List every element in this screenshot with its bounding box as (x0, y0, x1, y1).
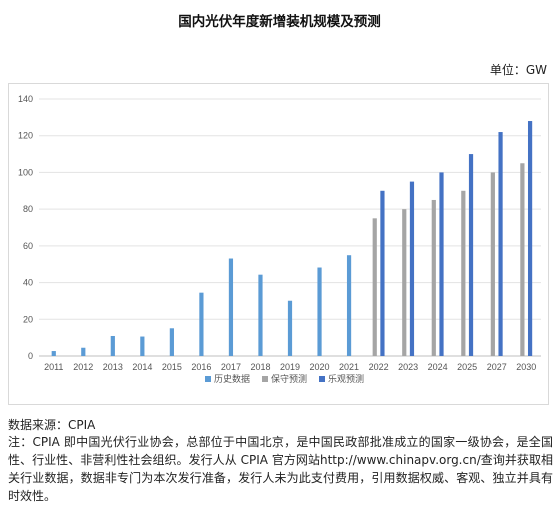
y-tick-label: 100 (18, 167, 33, 177)
legend-swatch (205, 376, 211, 382)
x-tick-label: 2020 (310, 362, 330, 372)
x-tick-label: 2012 (73, 362, 93, 372)
bar-history (199, 292, 204, 356)
bar-conservative (431, 199, 436, 356)
bar-optimistic (498, 132, 503, 356)
x-tick-label: 2030 (516, 362, 536, 372)
bar-optimistic (527, 121, 533, 357)
y-tick-label: 120 (18, 131, 33, 141)
x-tick-label: 2017 (221, 362, 241, 372)
bar-history (51, 351, 56, 356)
x-tick-label: 2015 (162, 362, 182, 372)
bar-history (317, 267, 322, 356)
y-tick-label: 0 (28, 351, 33, 361)
legend-label: 保守预测 (271, 373, 307, 385)
x-tick-label: 2023 (398, 362, 418, 372)
chart-frame: 0 20 40 60 80 100 120 140 2011 2012 2013 2014 2015 20… (8, 83, 549, 405)
bar-history (258, 274, 263, 356)
bar-history (81, 347, 86, 356)
bar-optimistic (380, 190, 385, 356)
y-tick-label: 140 (18, 94, 33, 104)
bar-conservative (402, 209, 407, 356)
bar-history (140, 336, 145, 356)
footnote: 注：CPIA 即中国光伏行业协会，总部位于中国北京，是中国民政部批准成立的国家一… (8, 435, 553, 503)
bar-history (346, 255, 352, 356)
x-tick-label: 2024 (428, 362, 448, 372)
bar-optimistic (468, 154, 474, 356)
legend-label: 历史数据 (214, 373, 250, 385)
y-tick-label: 20 (23, 314, 33, 324)
legend-swatch (319, 376, 325, 382)
bar-chart: 0 20 40 60 80 100 120 140 2011 2012 2013 2014 2015 20… (18, 94, 541, 385)
x-tick-label: 2022 (369, 362, 389, 372)
x-tick-label: 2019 (280, 362, 300, 372)
y-tick-label: 40 (23, 278, 33, 288)
bar-history (169, 328, 174, 356)
legend-label: 乐观预测 (328, 373, 364, 385)
x-tick-label: 2025 (457, 362, 477, 372)
x-tick-label: 2016 (191, 362, 211, 372)
bar-optimistic (439, 172, 444, 356)
x-tick-label: 2013 (103, 362, 123, 372)
bar-history (228, 258, 234, 356)
bar-history (287, 300, 293, 356)
legend-swatch (262, 376, 268, 382)
x-tick-label: 2018 (250, 362, 270, 372)
bar-conservative (372, 218, 377, 356)
x-tick-label: 2014 (132, 362, 152, 372)
chart-title: 国内光伏年度新增装机规模及预测 (178, 14, 381, 30)
y-tick-label: 80 (23, 204, 33, 214)
bar-conservative (461, 190, 466, 356)
x-tick-label: 2011 (44, 362, 63, 372)
bar-conservative (520, 163, 525, 356)
bar-optimistic (409, 181, 415, 356)
data-source: 数据来源：CPIA (8, 418, 96, 432)
x-tick-label: 2021 (339, 362, 359, 372)
bar-conservative (490, 172, 495, 356)
x-tick-label: 2027 (487, 362, 507, 372)
bar-history (110, 335, 115, 356)
unit-label: 单位：GW (489, 63, 547, 77)
y-tick-label: 60 (23, 241, 33, 251)
